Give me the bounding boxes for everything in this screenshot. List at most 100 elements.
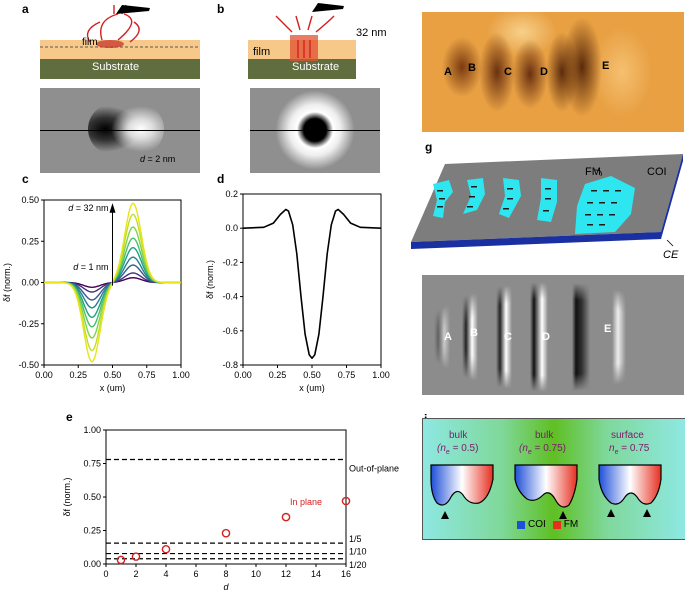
fm-label: FM (585, 166, 601, 178)
y-tick-label: 0.25 (21, 236, 39, 246)
x-axis-label: d (223, 582, 229, 591)
data-point (341, 496, 351, 506)
y-tick-label: -0.4 (222, 292, 238, 302)
well-1 (430, 464, 494, 519)
y-tick-label: 0.0 (225, 223, 238, 233)
well-2 (514, 464, 578, 519)
y-tick-label: 1.00 (83, 425, 101, 435)
domain-label-h-c: C (504, 331, 512, 343)
x-tick-label: 0 (103, 569, 108, 579)
tip-icon (312, 3, 344, 12)
substrate-label-a: Substrate (92, 61, 140, 73)
panel-label-a: a (22, 2, 29, 16)
y-tick-label: 0.00 (83, 559, 101, 569)
x-axis-label: x (um) (299, 383, 325, 393)
well-2-title: bulk (535, 430, 554, 441)
y-tick-label: -0.25 (18, 319, 39, 329)
x-tick-label: 14 (311, 569, 321, 579)
well-3-title: surface (611, 430, 644, 441)
y-tick-label: -0.50 (18, 360, 39, 370)
domain-label-f-a: A (444, 66, 452, 78)
domain-contrast (422, 275, 684, 395)
coi-label: COI (647, 166, 667, 178)
film-layer (40, 40, 200, 59)
x-tick-label: 8 (223, 569, 228, 579)
x-tick-label: 0.00 (35, 370, 53, 380)
reference-label: Out-of-plane (349, 463, 399, 473)
x-tick-label: 0.75 (138, 370, 156, 380)
slab-side-edge (661, 154, 683, 239)
domain-label-h-e: E (604, 323, 612, 335)
fm-droplet (96, 40, 124, 48)
x-tick-label: 12 (281, 569, 291, 579)
chart-c: 0.00 0.25 0.50 0.75 1.00 -0.50 -0.25 0.00 0.25 0.… (2, 195, 190, 393)
panel-b-schematic (248, 3, 356, 79)
panel-b-map (250, 88, 380, 173)
y-tick-label: -0.8 (222, 360, 238, 370)
film-label-b: film (253, 46, 271, 58)
domain-label-f-e: E (602, 60, 610, 72)
legend-label-fm: FM (563, 519, 579, 530)
y-tick-label: 0.25 (83, 526, 101, 536)
y-tick-label: 0.00 (21, 278, 39, 288)
plot-frame (242, 193, 382, 366)
x-tick-label: 6 (193, 569, 198, 579)
domain-label-h-b: B (470, 327, 478, 339)
y-axis-label: δf (norm.) (205, 260, 215, 299)
slab-front-edge (411, 232, 661, 249)
reference-label: 1/5 (349, 534, 362, 544)
annotation-d32: d = 32 nm (68, 203, 108, 213)
data-point (221, 528, 231, 538)
y-tick-label: 0.75 (83, 459, 101, 469)
annotation-arrow-head (109, 203, 116, 213)
y-axis-label: δf (norm.) (2, 263, 12, 302)
energy-wells (430, 464, 662, 519)
map-bright-lobe (106, 102, 164, 156)
panel-g-schematic: FM COI CE (411, 154, 683, 261)
panel-i-box: bulk (ne = 0.5) bulk (ne = 0.75) surface… (422, 418, 685, 540)
linecut (40, 130, 200, 131)
x-tick-label: 1.00 (372, 370, 390, 380)
legend-label-coi: COI (528, 519, 546, 530)
topography-texture (422, 12, 684, 132)
y-tick-label: -0.2 (222, 257, 238, 267)
domain-label-f-b: B (468, 62, 476, 74)
chart-d: 0.00 0.25 0.50 0.75 1.00 -0.8 -0.6 -0.4 -0.2 0.0 0… (205, 189, 390, 393)
panel-label-c: c (22, 172, 29, 186)
x-axis-label: x (um) (100, 383, 126, 393)
ce-pointer (666, 239, 674, 247)
x-tick-label: 0.50 (104, 370, 122, 380)
fm-pointer (594, 169, 602, 177)
x-tick-label: 0.00 (234, 370, 252, 380)
reference-label: 1/10 (349, 547, 367, 557)
panel-f-image: A B C D E (422, 12, 684, 132)
field-arrows (275, 15, 335, 58)
well-1-title: bulk (449, 430, 468, 441)
domain-label-h-d: D (542, 331, 550, 343)
well-3 (598, 464, 662, 517)
panel-label-d: d (217, 172, 225, 186)
panel-label-e: e (66, 410, 73, 424)
y-tick-label: 0.50 (21, 195, 39, 205)
linecut (250, 130, 380, 131)
panel-label-g: g (425, 140, 433, 154)
thickness-label: 32 nm (356, 27, 387, 39)
legend: COI FM (517, 519, 578, 530)
panel-a-schematic (40, 4, 200, 79)
substrate-label-b: Substrate (292, 61, 340, 73)
well-3-density: ne = 0.75 (609, 443, 650, 456)
x-tick-label: 10 (251, 569, 261, 579)
y-tick-label: -0.6 (222, 326, 238, 336)
x-tick-label: 2 (133, 569, 138, 579)
film-label-a: film (82, 37, 98, 48)
substrate-layer (248, 59, 356, 79)
fm-spin-marks (437, 186, 621, 226)
panel-h-image: A B C D E (422, 275, 684, 395)
annotation-d1: d = 1 nm (73, 262, 108, 272)
y-axis-label: δf (norm.) (62, 477, 72, 516)
y-tick-label: 0.50 (83, 492, 101, 502)
panel-a-map: d = 2 nm (40, 88, 200, 173)
x-tick-label: 0.25 (69, 370, 87, 380)
x-tick-label: 0.75 (338, 370, 356, 380)
reference-label: 1/20 (349, 560, 367, 570)
